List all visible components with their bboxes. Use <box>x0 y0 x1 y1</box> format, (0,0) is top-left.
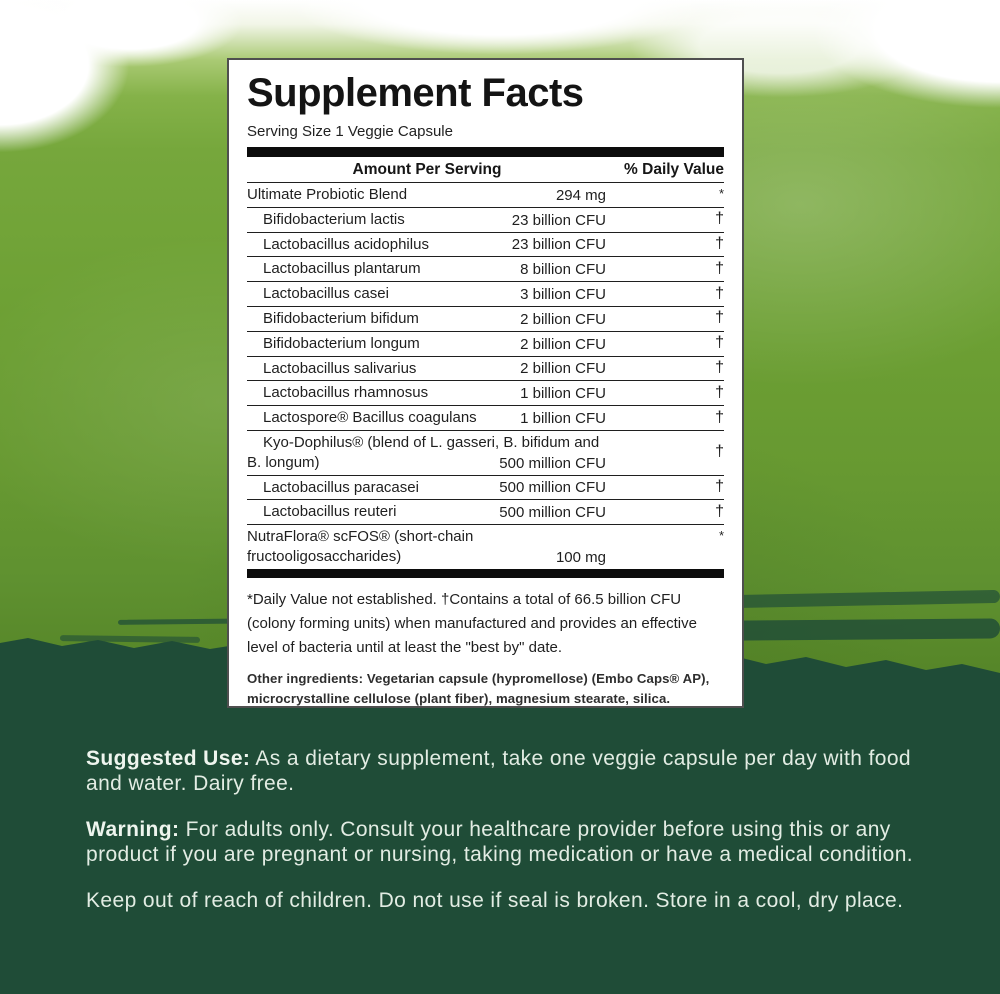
table-header: Amount Per Serving % Daily Value <box>247 157 724 183</box>
ingredient-amount: 3 billion CFU <box>520 285 606 303</box>
suggested-use: Suggested Use: As a dietary supplement, … <box>86 747 950 796</box>
table-row: Kyo-Dophilus® (blend of L. gasseri, B. b… <box>247 431 724 476</box>
ingredient-name: Lactospore® Bacillus coagulans <box>263 409 477 427</box>
ingredient-amount: 100 mg <box>555 548 606 566</box>
ingredient-name: Lactobacillus rhamnosus <box>263 384 429 402</box>
ingredient-amount: 2 billion CFU <box>520 310 606 328</box>
ingredient-name: Bifidobacterium lactis <box>263 210 405 228</box>
warning: Warning: For adults only. Consult your h… <box>86 818 950 867</box>
background-dark-band <box>0 699 1000 994</box>
warning-label: Warning: <box>86 818 180 842</box>
storage-note: Keep out of reach of children. Do not us… <box>86 889 904 913</box>
ingredient-daily-value: † <box>715 502 724 520</box>
ingredient-amount: 23 billion CFU <box>511 236 606 254</box>
ingredient-amount: 2 billion CFU <box>520 335 606 353</box>
ingredient-daily-value: † <box>715 334 724 352</box>
ingredient-daily-value: † <box>715 443 724 461</box>
ingredient-daily-value: † <box>715 309 724 327</box>
table-row: Lactobacillus casei 3 billion CFU † <box>247 282 724 307</box>
table-row: Lactobacillus salivarius 2 billion CFU † <box>247 357 724 382</box>
other-ingredients-label: Other ingredients: <box>247 670 364 686</box>
ingredient-daily-value: † <box>715 210 724 228</box>
ingredient-name: Kyo-Dophilus® (blend of L. gasseri, B. b… <box>247 433 600 471</box>
ingredient-table: Ultimate Probiotic Blend 294 mg * Bifido… <box>247 183 724 569</box>
table-row: Lactobacillus reuteri 500 million CFU † <box>247 500 724 526</box>
panel-title: Supplement Facts <box>247 71 584 115</box>
ingredient-amount: 294 mg <box>555 186 606 204</box>
serving-size: Serving Size 1 Veggie Capsule <box>247 123 453 140</box>
table-row: Lactobacillus plantarum 8 billion CFU † <box>247 257 724 283</box>
ingredient-daily-value: † <box>715 234 724 252</box>
ingredient-name: Bifidobacterium bifidum <box>263 309 419 327</box>
table-row: Lactobacillus acidophilus 23 billion CFU… <box>247 233 724 258</box>
table-row: NutraFlora® scFOS® (short-chain fructool… <box>247 525 724 569</box>
other-ingredients: Other ingredients: Vegetarian capsule (h… <box>247 669 724 706</box>
ingredient-amount: 8 billion CFU <box>520 261 606 279</box>
suggested-use-text: As a dietary supplement, take one veggie… <box>86 747 912 795</box>
ingredient-daily-value: * <box>718 186 724 201</box>
ingredient-name: Lactobacillus acidophilus <box>263 235 429 253</box>
table-row: Lactobacillus paracasei 500 million CFU … <box>247 476 724 501</box>
footnote: *Daily Value not established. †Contains … <box>247 590 697 656</box>
ingredient-daily-value: † <box>715 284 724 302</box>
ingredient-name: NutraFlora® scFOS® (short-chain fructool… <box>247 528 474 565</box>
ingredient-amount: 23 billion CFU <box>511 211 606 229</box>
table-row: Lactobacillus rhamnosus 1 billion CFU † <box>247 381 724 407</box>
ingredient-name: Lactobacillus casei <box>263 285 389 303</box>
ingredient-name: Lactobacillus reuteri <box>263 503 397 521</box>
supplement-facts-panel: Supplement Facts Serving Size 1 Veggie C… <box>227 58 744 708</box>
ingredient-amount: 500 million CFU <box>499 504 606 522</box>
table-row: Lactospore® Bacillus coagulans 1 billion… <box>247 406 724 431</box>
warning-text: For adults only. Consult your healthcare… <box>86 818 914 866</box>
column-header-amount: Amount Per Serving <box>352 161 502 178</box>
ingredient-amount: 2 billion CFU <box>520 360 606 378</box>
ingredient-daily-value: † <box>715 259 724 277</box>
column-header-daily-value: % Daily Value <box>624 161 724 178</box>
ingredient-name: Ultimate Probiotic Blend <box>247 186 408 203</box>
ingredient-daily-value: † <box>715 408 724 426</box>
table-row: Ultimate Probiotic Blend 294 mg * <box>247 183 724 208</box>
table-row: Bifidobacterium longum 2 billion CFU † <box>247 332 724 357</box>
ingredient-name: Lactobacillus paracasei <box>263 478 419 496</box>
divider-thick-top <box>247 147 724 157</box>
ingredient-daily-value: † <box>715 383 724 401</box>
ingredient-amount: 1 billion CFU <box>520 409 606 427</box>
divider-thick-bottom <box>247 568 724 578</box>
ingredient-name: Bifidobacterium longum <box>263 334 420 352</box>
ingredient-amount: 1 billion CFU <box>520 385 606 403</box>
ingredient-name: Lactobacillus salivarius <box>263 359 417 377</box>
ingredient-daily-value: † <box>715 477 724 495</box>
suggested-use-label: Suggested Use: <box>86 747 251 770</box>
ingredient-daily-value: * <box>718 528 724 544</box>
ingredient-daily-value: † <box>715 358 724 376</box>
ingredient-name: Lactobacillus plantarum <box>263 260 421 278</box>
other-ingredients-text: Vegetarian capsule (hypromellose) (Embo … <box>247 670 710 706</box>
ingredient-amount: 500 million CFU <box>499 479 606 497</box>
usage-section: Suggested Use: As a dietary supplement, … <box>86 747 950 914</box>
table-row: Bifidobacterium lactis 23 billion CFU † <box>247 208 724 233</box>
table-row: Bifidobacterium bifidum 2 billion CFU † <box>247 307 724 332</box>
ingredient-amount: 500 million CFU <box>499 454 606 472</box>
